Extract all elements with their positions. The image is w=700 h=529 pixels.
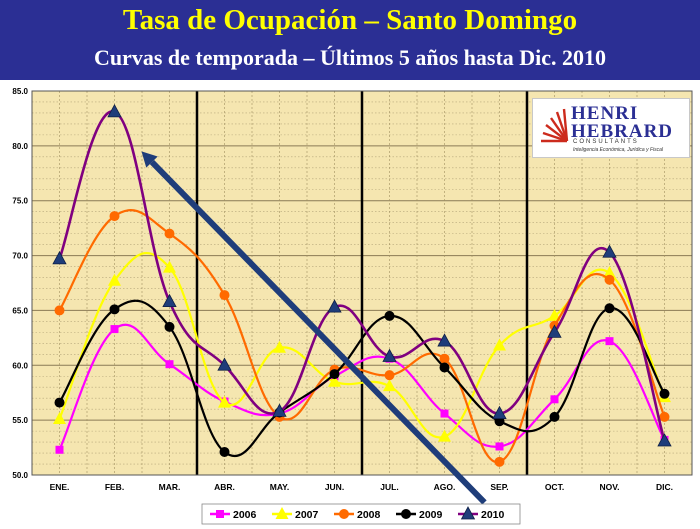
legend-swatch-marker	[339, 509, 349, 519]
data-point-2008	[54, 305, 65, 316]
legend-label: 2007	[295, 509, 319, 521]
data-point-2009	[329, 369, 340, 380]
legend-label: 2010	[481, 509, 505, 521]
data-point-2007	[328, 374, 341, 387]
header-banner: Tasa de Ocupación – Santo Domingo Curvas…	[0, 0, 700, 80]
data-point-2010	[382, 348, 397, 362]
data-point-2010	[657, 433, 672, 447]
data-point-2007	[493, 338, 506, 351]
legend: 2006 2007 2008 2009 2010	[201, 503, 521, 525]
data-point-2006	[110, 325, 119, 334]
data-point-2007	[163, 260, 176, 273]
data-point-2010	[52, 251, 67, 265]
series-line-2010	[58, 110, 666, 442]
x-tick-label: ABR.	[214, 482, 235, 492]
series-2009	[54, 299, 670, 458]
data-point-2010	[602, 244, 617, 258]
data-point-2010	[217, 357, 232, 371]
sunburst-logo-icon	[541, 108, 569, 143]
data-point-2008	[109, 211, 120, 222]
y-tick-label: 60.0	[12, 361, 28, 370]
data-point-2009	[164, 321, 175, 332]
legend-label: 2006	[233, 509, 257, 521]
legend-swatch-marker	[216, 510, 224, 518]
data-point-2008	[384, 370, 395, 381]
legend-label: 2009	[419, 509, 443, 521]
legend-swatch-marker	[275, 507, 289, 519]
logo-text-hebrard: HEBRARD	[571, 121, 674, 142]
data-point-2007	[603, 266, 616, 279]
series-line-2006	[58, 323, 666, 451]
x-tick-label: NOV.	[599, 482, 619, 492]
data-point-2007	[53, 412, 66, 425]
x-tick-label: MAY.	[270, 482, 290, 492]
company-logo: HENRI HEBRARD CONSULTANTS Inteligencia E…	[532, 98, 690, 158]
data-point-2010	[492, 405, 507, 419]
data-point-2008	[439, 353, 450, 364]
x-tick-label: JUN.	[325, 482, 344, 492]
x-tick-label: DIC.	[656, 482, 673, 492]
y-tick-label: 50.0	[12, 471, 28, 480]
data-point-2006	[440, 409, 449, 418]
y-tick-label: 75.0	[12, 197, 28, 206]
data-point-2006	[550, 395, 559, 404]
data-point-2008	[164, 228, 175, 239]
data-point-2006	[495, 442, 504, 451]
logo-text-consultants: CONSULTANTS	[573, 139, 639, 145]
x-tick-label: MAR.	[159, 482, 181, 492]
y-tick-label: 85.0	[12, 87, 28, 96]
y-tick-label: 65.0	[12, 306, 28, 315]
data-point-2007	[383, 379, 396, 392]
data-point-2009	[109, 304, 120, 315]
data-point-2010	[162, 293, 177, 308]
data-point-2008	[604, 274, 615, 285]
data-point-2007	[108, 273, 121, 286]
data-point-2010	[107, 104, 122, 118]
trend-arrow-line	[149, 159, 487, 505]
data-point-2008	[494, 456, 505, 467]
y-tick-label: 55.0	[12, 416, 28, 425]
data-point-2007	[273, 340, 286, 353]
data-point-2010	[327, 299, 342, 313]
data-point-2008	[219, 290, 230, 301]
x-tick-label: AGO.	[434, 482, 456, 492]
data-point-2009	[54, 397, 65, 408]
x-tick-label: JUL.	[380, 482, 398, 492]
data-point-2007	[438, 429, 451, 442]
data-point-2010	[272, 403, 287, 417]
y-tick-label: 80.0	[12, 142, 28, 151]
data-point-2006	[55, 445, 64, 454]
plot-frame	[31, 90, 693, 476]
data-point-2008	[659, 411, 670, 422]
data-point-2009	[384, 310, 395, 321]
x-tick-label: FEB.	[105, 482, 124, 492]
legend-swatch-marker	[401, 509, 411, 519]
data-point-2010	[547, 324, 562, 338]
data-point-2006	[605, 337, 614, 346]
data-point-2009	[659, 388, 670, 399]
data-point-2009	[604, 303, 615, 314]
x-tick-label: SEP.	[490, 482, 508, 492]
data-point-2010	[437, 333, 452, 347]
series-line-2009	[58, 299, 666, 458]
logo-text-henri: HENRI	[571, 103, 639, 124]
data-point-2009	[439, 362, 450, 373]
page-title: Tasa de Ocupación – Santo Domingo	[122, 4, 578, 36]
data-point-2007	[218, 395, 231, 408]
x-tick-label: OCT.	[545, 482, 564, 492]
trend-arrow-head	[141, 151, 158, 168]
page-subtitle: Curvas de temporada – Últimos 5 años has…	[93, 45, 607, 70]
logo-tagline: Inteligencia Económica, Jurídica y Fisca…	[573, 147, 664, 153]
data-point-2006	[165, 360, 174, 369]
data-point-2007	[548, 308, 561, 321]
legend-label: 2008	[357, 509, 381, 521]
data-point-2009	[549, 411, 560, 422]
y-tick-label: 70.0	[12, 252, 28, 261]
series-2010	[52, 104, 672, 447]
data-point-2009	[219, 446, 230, 457]
legend-swatch-marker	[460, 506, 476, 520]
x-tick-label: ENE.	[50, 482, 70, 492]
